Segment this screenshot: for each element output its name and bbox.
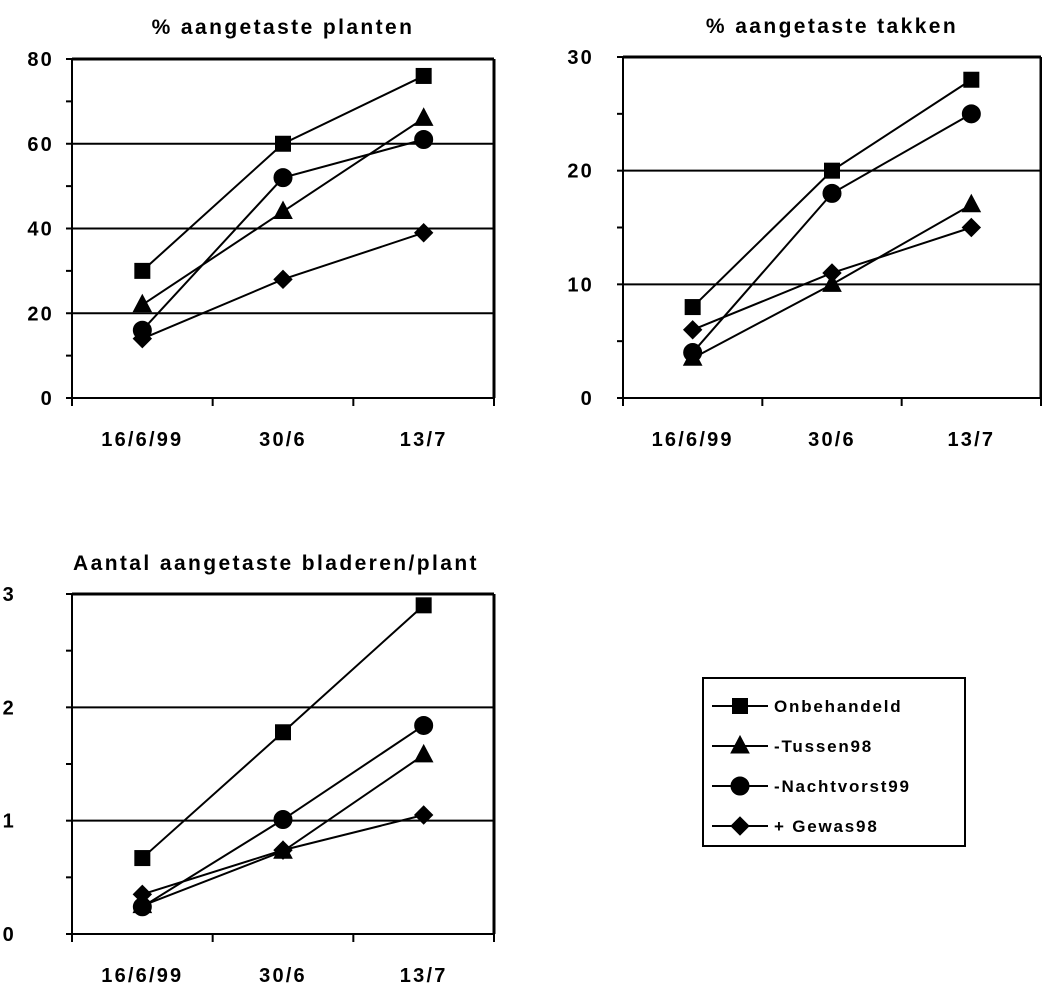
legend: Onbehandeld -Tussen98 -Nachtvorst99 + Gewas…	[702, 677, 966, 847]
y-tick-label: 60	[27, 134, 54, 156]
data-point-diamond	[961, 217, 982, 238]
data-point-triangle	[413, 107, 434, 126]
data-point-diamond	[132, 328, 153, 349]
legend-label: -Tussen98	[774, 737, 873, 756]
data-point-circle	[414, 130, 434, 150]
y-tick-label: 10	[567, 274, 594, 296]
y-tick-label: 30	[567, 47, 594, 69]
x-tick-label: 16/6/99	[652, 429, 734, 451]
data-point-square	[963, 71, 980, 88]
x-tick-label: 13/7	[400, 429, 448, 451]
chart-panel-3: Aantal aangetaste bladeren/plant 0 1 2 3 16/6…	[3, 552, 496, 987]
x-tick-label: 30/6	[808, 429, 856, 451]
y-tick-label: 0	[581, 388, 594, 410]
y-tick-label: 1	[3, 811, 16, 833]
chart-panel-1: % aangetaste planten 0 20 40 60 80 16/6/99 30/6…	[27, 16, 496, 451]
data-point-square	[134, 262, 151, 279]
data-point-circle	[683, 343, 703, 363]
data-point-circle	[414, 715, 434, 735]
y-tick-label: 0	[41, 388, 54, 410]
legend-label: -Nachtvorst99	[774, 777, 911, 796]
x-tick-label: 30/6	[259, 965, 307, 987]
x-tick-label: 13/7	[400, 965, 448, 987]
x-tick-label: 16/6/99	[101, 429, 183, 451]
data-point-diamond	[413, 223, 434, 243]
legend-marker-diamond	[730, 816, 750, 836]
data-point-diamond	[413, 805, 434, 825]
data-point-circle	[961, 104, 981, 124]
data-point-triangle	[413, 743, 434, 763]
legend-label: Onbehandeld	[774, 697, 902, 716]
data-point-square	[275, 724, 291, 741]
chart-title: Aantal aangetaste bladeren/plant	[73, 552, 479, 575]
series-line-3	[141, 138, 424, 331]
y-tick-label: 80	[27, 49, 54, 71]
legend-label: + Gewas98	[774, 817, 879, 836]
data-point-triangle	[273, 200, 293, 220]
data-point-square	[134, 850, 151, 867]
chart-panel-2: % aangetaste takken 0 10 20 30 16/6/99 30/6 13/…	[567, 15, 1042, 451]
data-point-diamond	[132, 884, 153, 905]
data-point-triangle	[822, 273, 842, 292]
y-tick-label: 2	[3, 697, 16, 719]
y-tick-label: 20	[27, 303, 54, 325]
y-tick-label: 40	[27, 219, 54, 241]
x-tick-label: 30/6	[259, 429, 307, 451]
data-point-square	[684, 299, 701, 316]
legend-items: Onbehandeld -Tussen98 -Nachtvorst99 + Gewas…	[712, 697, 911, 836]
data-point-square	[415, 67, 432, 84]
data-point-circle	[273, 810, 293, 830]
data-point-triangle	[132, 293, 153, 313]
y-tick-label: 20	[567, 161, 594, 183]
chart-title: % aangetaste takken	[706, 15, 958, 38]
y-tick-label: 3	[3, 584, 16, 606]
x-tick-label: 16/6/99	[101, 965, 183, 987]
series-line-2	[141, 754, 425, 907]
series-line-3	[691, 112, 972, 354]
legend-marker-triangle	[730, 734, 750, 754]
data-point-diamond	[682, 320, 703, 340]
data-point-diamond	[273, 269, 293, 290]
y-tick-label: 0	[3, 924, 16, 946]
chart-title: % aangetaste planten	[152, 16, 415, 39]
data-point-circle	[822, 183, 842, 203]
legend-marker-circle	[730, 776, 750, 796]
data-point-diamond	[273, 840, 293, 860]
data-point-diamond	[822, 263, 842, 283]
data-point-square	[824, 162, 840, 179]
data-point-triangle	[961, 193, 982, 213]
legend-marker-square	[732, 698, 748, 714]
data-point-square	[415, 597, 432, 614]
x-tick-label: 13/7	[947, 429, 995, 451]
data-point-circle	[273, 168, 293, 188]
data-point-square	[275, 135, 291, 152]
